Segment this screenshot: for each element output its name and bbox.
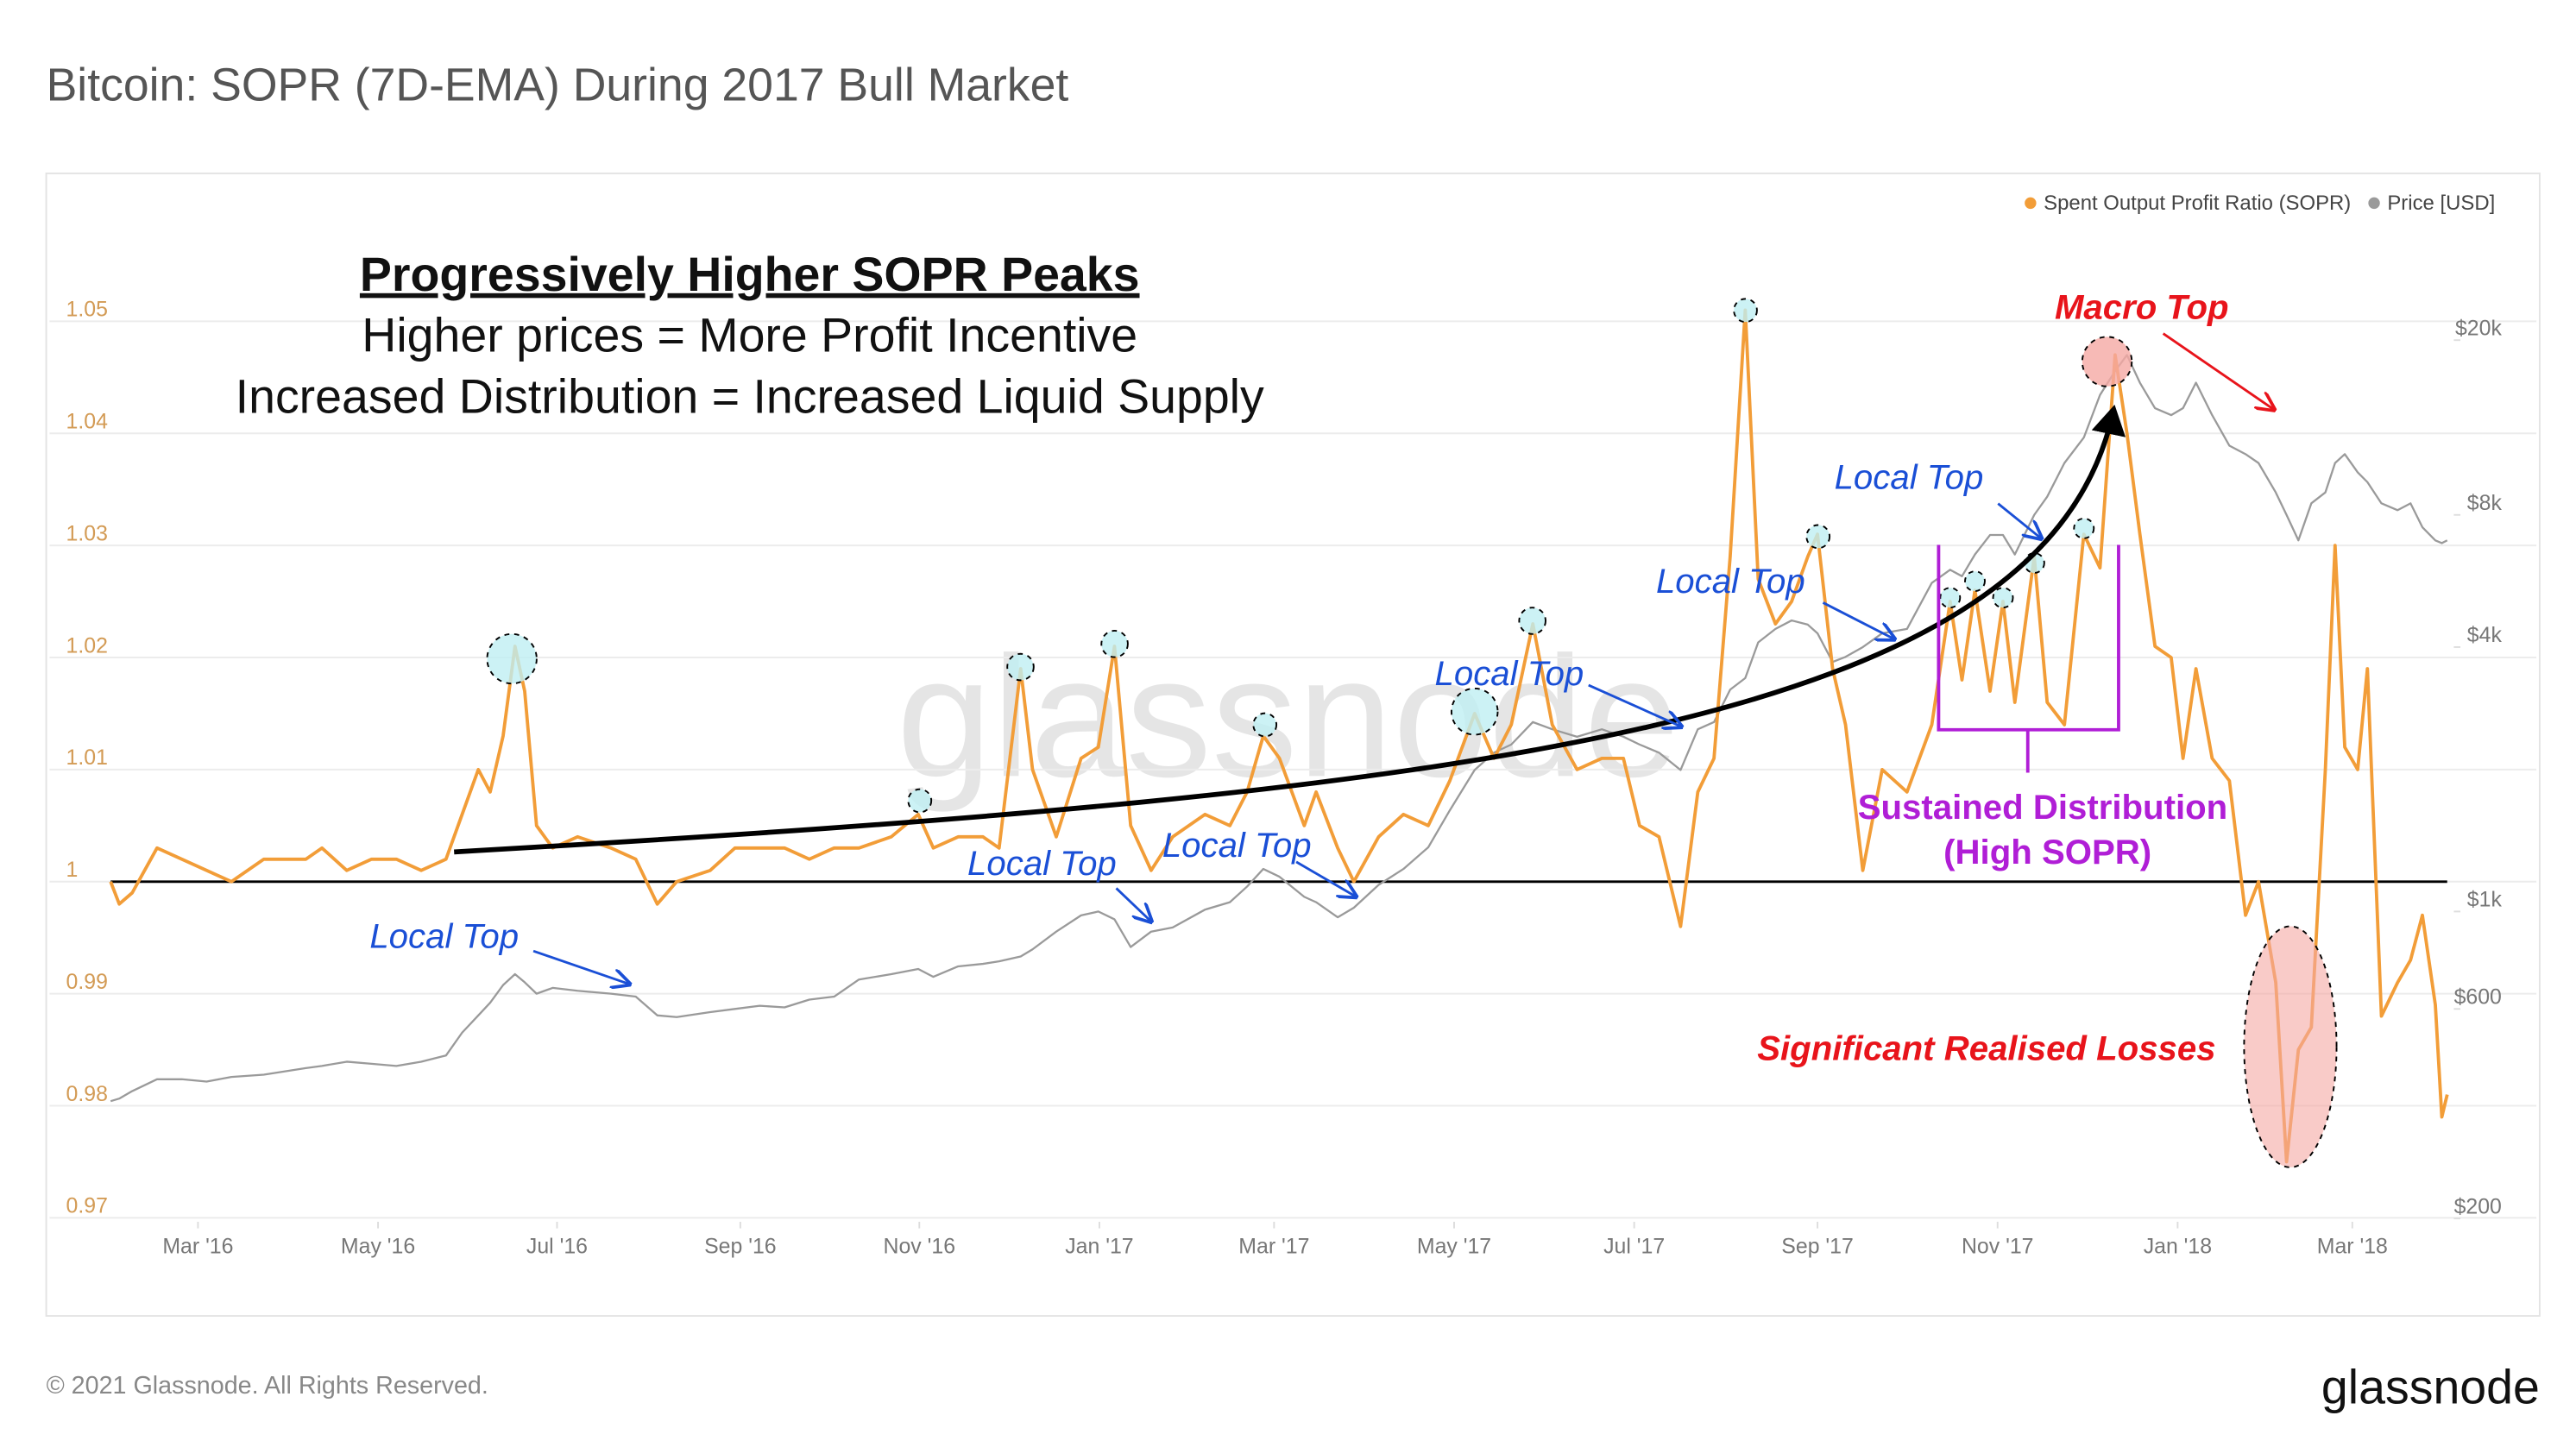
annotation: Significant Realised Losses bbox=[1757, 1029, 2215, 1067]
bracket bbox=[1937, 544, 2120, 773]
y2-tick-label: $8k bbox=[2467, 491, 2503, 515]
y-tick-label: 1.01 bbox=[66, 746, 108, 770]
y-tick-label: 0.98 bbox=[66, 1082, 108, 1106]
annotation: Sustained Distribution bbox=[1858, 788, 2228, 827]
legend-marker bbox=[2368, 197, 2380, 210]
x-tick-label: Sep '17 bbox=[1781, 1234, 1854, 1258]
annotation: Local Top bbox=[1656, 562, 1805, 601]
x-tick-label: Jan '17 bbox=[1065, 1234, 1133, 1258]
y-tick-label: 1.05 bbox=[66, 298, 108, 322]
annotation-shapes bbox=[486, 298, 2338, 1168]
x-tick-label: Mar '17 bbox=[1238, 1234, 1309, 1258]
logo: glassnode bbox=[2321, 1360, 2540, 1413]
annotation: Local Top bbox=[369, 916, 519, 955]
x-tick-label: Nov '17 bbox=[1962, 1234, 2034, 1258]
series-line bbox=[110, 354, 2448, 1103]
copyright: © 2021 Glassnode. All Rights Reserved. bbox=[47, 1372, 488, 1400]
y-tick-label: 1.03 bbox=[66, 521, 108, 545]
y2-tick-label: $200 bbox=[2454, 1194, 2502, 1218]
arrows bbox=[532, 332, 2274, 985]
x-tick-label: Mar '16 bbox=[162, 1234, 233, 1258]
y-tick-label: 0.99 bbox=[66, 970, 108, 994]
legend-marker bbox=[2025, 197, 2037, 210]
page-title: Bitcoin: SOPR (7D-EMA) During 2017 Bull … bbox=[47, 60, 1069, 111]
x-tick-label: May '17 bbox=[1417, 1234, 1491, 1258]
trend-arrow bbox=[454, 404, 2126, 855]
x-tick-label: Jul '17 bbox=[1603, 1234, 1665, 1258]
x-tick-label: Jul '16 bbox=[526, 1234, 588, 1258]
annotation: Increased Distribution = Increased Liqui… bbox=[236, 369, 1264, 423]
y-tick-label: 1.02 bbox=[66, 633, 108, 657]
legend-label: Spent Output Profit Ratio (SOPR) bbox=[2044, 192, 2351, 215]
annotation: Progressively Higher SOPR Peaks bbox=[360, 248, 1140, 301]
annotation: Higher prices = More Profit Incentive bbox=[362, 309, 1137, 362]
y-tick-label: 1 bbox=[66, 858, 79, 882]
x-tick-label: Nov '16 bbox=[884, 1234, 956, 1258]
y2-tick-label: $4k bbox=[2467, 623, 2503, 647]
x-tick-label: Sep '16 bbox=[704, 1234, 777, 1258]
annotation: (High SOPR) bbox=[1943, 833, 2151, 871]
y-tick-label: 0.97 bbox=[66, 1194, 108, 1218]
annotation: Macro Top bbox=[2055, 287, 2229, 326]
y2-tick-label: $600 bbox=[2454, 985, 2502, 1010]
y2-tick-label: $20k bbox=[2455, 316, 2502, 340]
annotation: Local Top bbox=[967, 844, 1117, 883]
x-tick-label: Jan '18 bbox=[2144, 1234, 2212, 1258]
x-tick-label: May '16 bbox=[341, 1234, 415, 1258]
annotation: Local Top bbox=[1162, 826, 1312, 865]
legend-label: Price [USD] bbox=[2387, 192, 2495, 215]
x-tick-label: Mar '18 bbox=[2317, 1234, 2388, 1258]
annotation: Local Top bbox=[1435, 654, 1584, 693]
y2-tick-label: $1k bbox=[2467, 888, 2503, 912]
annotation: Local Top bbox=[1835, 457, 1984, 496]
y-tick-label: 1.04 bbox=[66, 410, 109, 434]
